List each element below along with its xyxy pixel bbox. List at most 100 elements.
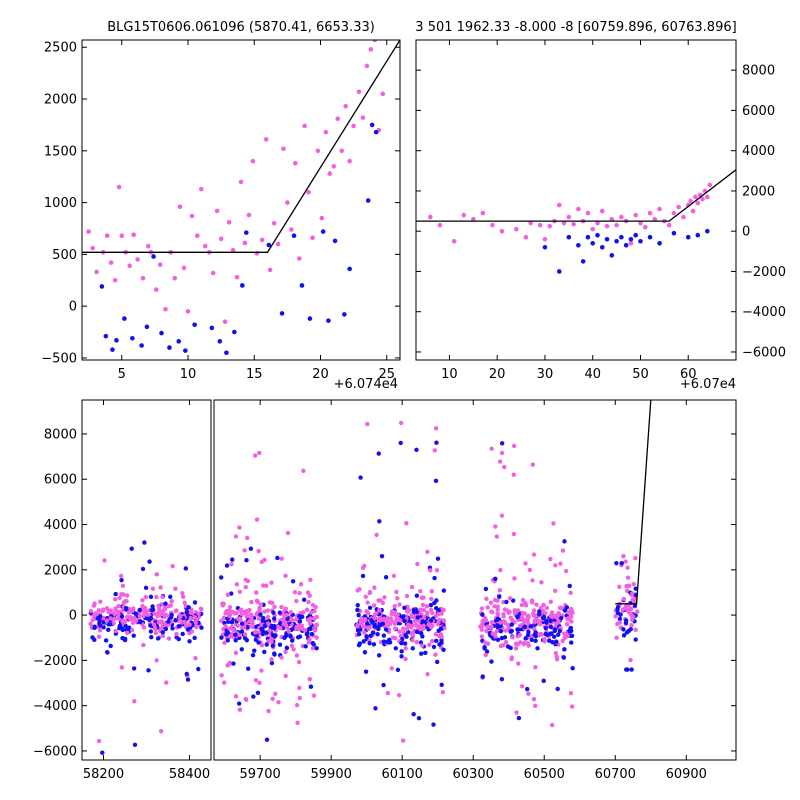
top-left-x-tick-label: 25 — [378, 367, 395, 382]
top-left-y-tick-label: −500 — [41, 351, 77, 366]
bottom-point-magenta — [568, 690, 574, 696]
bottom-point-blue — [629, 667, 634, 672]
top-right-point-magenta — [614, 222, 619, 228]
bottom-point-magenta — [429, 596, 434, 602]
bottom-point-blue — [399, 654, 404, 659]
bottom-point-blue — [495, 637, 501, 643]
bottom-x-tick-label: 58400 — [169, 767, 210, 782]
top-left-point-magenta — [172, 275, 178, 281]
bottom-point-magenta — [389, 666, 394, 671]
bottom-point-blue — [495, 623, 500, 628]
bottom-point-magenta — [360, 624, 365, 629]
bottom-point-magenta — [254, 517, 260, 522]
top-left-point-magenta — [153, 287, 159, 292]
bottom-point-magenta — [310, 645, 316, 651]
bottom-point-magenta — [297, 695, 302, 701]
bottom-point-magenta — [372, 585, 377, 590]
top-left-point-magenta — [289, 227, 294, 232]
bottom-point-magenta — [539, 580, 544, 585]
bottom-point-magenta — [570, 610, 575, 615]
bottom-point-magenta — [238, 607, 244, 612]
bottom-point-magenta — [391, 573, 397, 579]
bottom-point-blue — [163, 601, 168, 606]
bottom-point-blue — [123, 623, 128, 629]
bottom-point-magenta — [307, 637, 312, 642]
bottom-point-magenta — [118, 573, 124, 579]
bottom-point-magenta — [355, 623, 360, 628]
top-left-point-blue — [176, 339, 182, 344]
bottom-point-blue — [224, 563, 230, 568]
bottom-point-magenta — [413, 622, 419, 628]
bottom-point-magenta — [247, 619, 252, 624]
bottom-point-magenta — [522, 611, 527, 616]
top-right-point-magenta — [437, 222, 443, 228]
bottom-point-blue — [262, 649, 267, 655]
bottom-point-magenta — [531, 613, 537, 618]
bottom-point-magenta — [116, 603, 121, 609]
bottom-point-magenta — [501, 611, 506, 617]
bottom-point-blue — [633, 586, 638, 591]
top-left-point-magenta — [202, 243, 208, 249]
bottom-point-magenta — [158, 626, 164, 631]
top-right-y-tick-label: −6000 — [742, 345, 786, 360]
bottom-point-magenta — [563, 568, 569, 574]
bottom-point-magenta — [409, 584, 415, 590]
top-right-point-magenta — [666, 222, 672, 228]
bottom-point-blue — [148, 629, 154, 634]
bottom-point-magenta — [269, 600, 275, 605]
bottom-point-blue — [255, 690, 261, 695]
bottom-point-blue — [614, 560, 619, 566]
bottom-point-blue — [528, 624, 534, 629]
bottom-point-magenta — [400, 626, 406, 631]
bottom-point-magenta — [511, 531, 517, 537]
bottom-point-magenta — [170, 563, 175, 569]
bottom-point-magenta — [141, 614, 146, 619]
top-right-point-blue — [542, 244, 548, 250]
bottom-point-magenta — [187, 630, 192, 636]
bottom-point-magenta — [221, 615, 227, 620]
top-left-y-tick-label: 0 — [69, 300, 77, 315]
bottom-point-blue — [272, 634, 277, 639]
bottom-point-magenta — [162, 621, 167, 626]
bottom-point-magenta — [404, 626, 410, 632]
bottom-point-magenta — [227, 608, 232, 613]
bottom-point-magenta — [272, 604, 277, 610]
top-left-y-tick-label: 1000 — [44, 196, 77, 211]
bottom-point-magenta — [111, 621, 116, 626]
bottom-point-magenta — [510, 617, 515, 623]
bottom-point-blue — [251, 694, 256, 699]
bottom-point-magenta — [433, 652, 438, 657]
bottom-point-blue — [381, 682, 386, 688]
top-left-point-magenta — [360, 115, 366, 120]
bottom-point-blue — [269, 660, 275, 666]
bottom-point-magenta — [549, 722, 555, 728]
top-left-point-magenta — [185, 309, 191, 314]
top-left-point-magenta — [351, 123, 356, 129]
bottom-point-magenta — [530, 462, 536, 467]
bottom-point-blue — [399, 649, 404, 654]
bottom-point-magenta — [304, 607, 310, 612]
top-right-point-blue — [657, 240, 662, 246]
bottom-point-blue — [375, 631, 380, 637]
bottom-point-blue — [402, 618, 407, 624]
bottom-point-magenta — [250, 621, 255, 626]
top-left-y-tick-label: 500 — [52, 248, 77, 263]
bottom-point-magenta — [538, 605, 543, 611]
top-left-point-blue — [103, 333, 109, 339]
bottom-point-magenta — [500, 642, 506, 648]
bottom-point-magenta — [483, 652, 488, 658]
bottom-point-magenta — [548, 599, 553, 605]
bottom-point-magenta — [301, 610, 306, 615]
bottom-point-magenta — [164, 680, 169, 685]
top-right-point-blue — [647, 234, 653, 240]
bottom-point-blue — [570, 666, 575, 671]
bottom-point-magenta — [289, 643, 295, 649]
bottom-point-blue — [123, 607, 129, 612]
bottom-point-blue — [140, 566, 146, 572]
bottom-point-blue — [399, 640, 404, 646]
bottom-point-magenta — [297, 590, 302, 596]
bottom-point-magenta — [219, 618, 224, 624]
bottom-point-magenta — [276, 700, 281, 705]
bottom-point-magenta — [314, 614, 319, 620]
bottom-point-blue — [149, 635, 154, 640]
